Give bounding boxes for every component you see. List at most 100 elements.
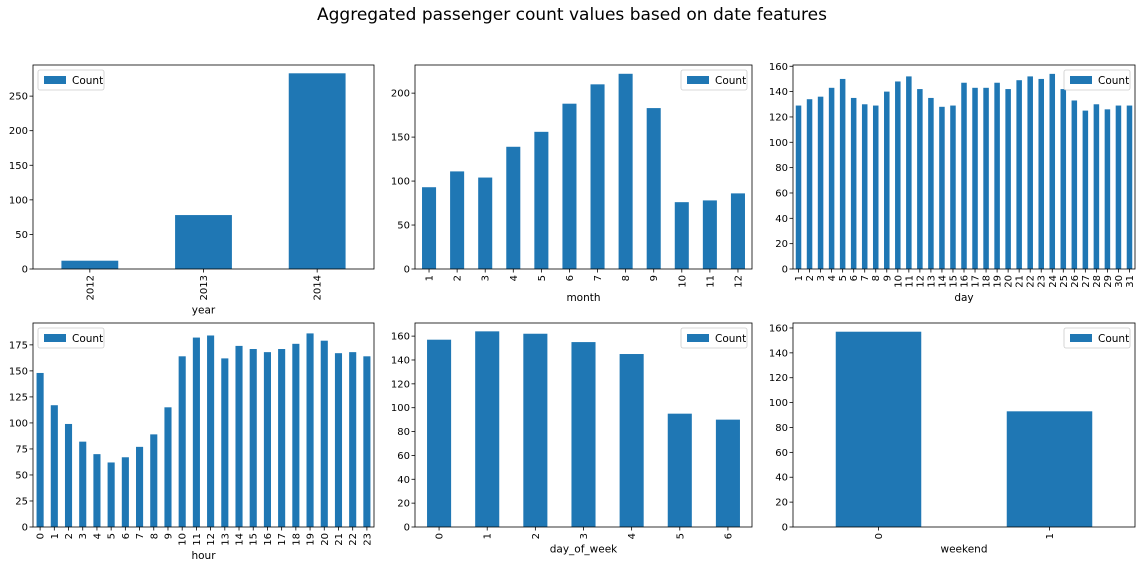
x-tick-label: 20 [1004,275,1015,288]
bar-month-12 [730,193,745,269]
x-tick-label: 12 [915,275,926,288]
y-tick-label: 50 [15,470,28,481]
x-tick-label: 22 [1026,275,1037,288]
bar-hour-11 [192,337,200,527]
bar-day-2 [806,99,813,270]
y-tick-label: 20 [775,239,788,250]
bar-hour-15 [249,349,257,527]
legend-label: Count [1098,333,1129,345]
bar-day-12 [917,89,923,269]
bar-month-5 [534,131,549,269]
y-tick-label: 250 [9,92,28,103]
x-tick-label: 17 [971,275,982,288]
x-tick-label: 4 [827,275,838,281]
bar-day-27 [1082,110,1089,269]
chart-panel-day_of_week: 0 20 40 60 80 100 120 140 160 0 1 2 3 4 5 6 day_of_week C… [391,322,753,555]
x-tick-label: 0 [874,533,885,539]
bar-year-2014 [288,73,346,269]
y-tick-label: 40 [775,214,788,225]
bar-hour-14 [235,345,243,527]
bar-day-19 [994,82,1000,270]
y-tick-label: 175 [9,340,28,351]
bar-weekend-1 [1006,411,1093,527]
bar-day-26 [1071,100,1078,269]
x-tick-label: 25 [1059,275,1070,288]
x-tick-label: 10 [677,275,688,288]
bar-hour-18 [292,343,300,527]
y-tick-label: 40 [775,473,788,484]
bar-month-3 [478,177,493,269]
x-tick-label: 7 [135,533,146,539]
x-tick-label: 31 [1125,275,1136,288]
bar-month-8 [618,73,633,269]
chart-panel-weekend: 0 20 40 60 80 100 120 140 160 0 1 weekend Count [769,322,1136,555]
x-axis-label: hour [191,550,216,562]
bar-day-24 [1049,73,1056,270]
x-tick-label: 28 [1092,275,1103,288]
bar-hour-4 [93,454,101,527]
bar-day-7 [861,104,868,269]
bar-day_of_week-3 [571,342,596,527]
bar-day-21 [1016,80,1022,269]
x-tick-label: 1 [50,533,61,539]
bar-hour-19 [306,333,314,527]
y-tick-label: 100 [9,195,28,206]
bar-day-22 [1027,76,1033,270]
x-tick-label: 3 [78,533,89,539]
bar-day-29 [1104,109,1111,269]
x-tick-label: 1 [425,275,436,281]
legend-swatch [1070,334,1092,342]
x-tick-label: 19 [993,275,1004,288]
x-tick-label: 9 [882,275,893,281]
bar-day-15 [950,105,956,269]
legend: Count [37,69,105,91]
bar-hour-6 [121,457,129,527]
bar-day-13 [928,97,934,269]
y-tick-label: 150 [391,133,410,144]
bar-hour-13 [221,358,229,527]
x-axis-label: year [192,305,216,317]
y-tick-label: 60 [775,188,788,199]
y-tick-label: 50 [15,230,28,241]
bar-day_of_week-1 [475,331,500,527]
legend-box [1063,69,1131,91]
x-tick-label: 3 [481,275,492,281]
bar-month-11 [702,200,717,269]
x-tick-label: 7 [593,275,604,281]
x-tick-label: 1 [794,275,805,281]
legend-label: Count [715,75,746,87]
x-axis-label: day_of_week [550,543,618,555]
y-tick-label: 0 [22,265,28,276]
bar-hour-21 [334,353,343,527]
bar-month-4 [506,146,521,269]
bar-hour-5 [107,462,115,527]
legend-swatch [687,334,709,342]
legend: Count [1063,327,1131,349]
x-tick-label: 11 [705,275,716,288]
x-axis-label: month [566,292,600,304]
x-tick-label: 2 [64,533,75,539]
y-tick-label: 0 [404,523,410,534]
y-tick-label: 80 [397,427,410,438]
y-tick-label: 150 [9,161,28,172]
bar-day-25 [1060,89,1067,269]
bar-day_of_week-2 [523,333,548,527]
x-tick-label: 11 [904,275,915,288]
x-tick-label: 2014 [313,275,324,300]
x-tick-label: 14 [937,275,948,288]
axes-frame [32,322,375,528]
x-tick-label: 2 [453,275,464,281]
y-tick-label: 100 [769,138,788,149]
x-tick-label: 17 [277,533,288,546]
x-tick-label: 6 [723,533,734,539]
x-tick-label: 14 [235,533,246,546]
x-tick-label: 8 [149,533,160,539]
bar-hour-7 [136,446,144,527]
x-tick-label: 2012 [85,275,96,300]
x-tick-label: 23 [1037,275,1048,288]
bar-day-11 [906,76,912,270]
x-tick-label: 6 [121,533,132,539]
bar-month-9 [646,108,661,269]
y-tick-label: 50 [397,221,410,232]
